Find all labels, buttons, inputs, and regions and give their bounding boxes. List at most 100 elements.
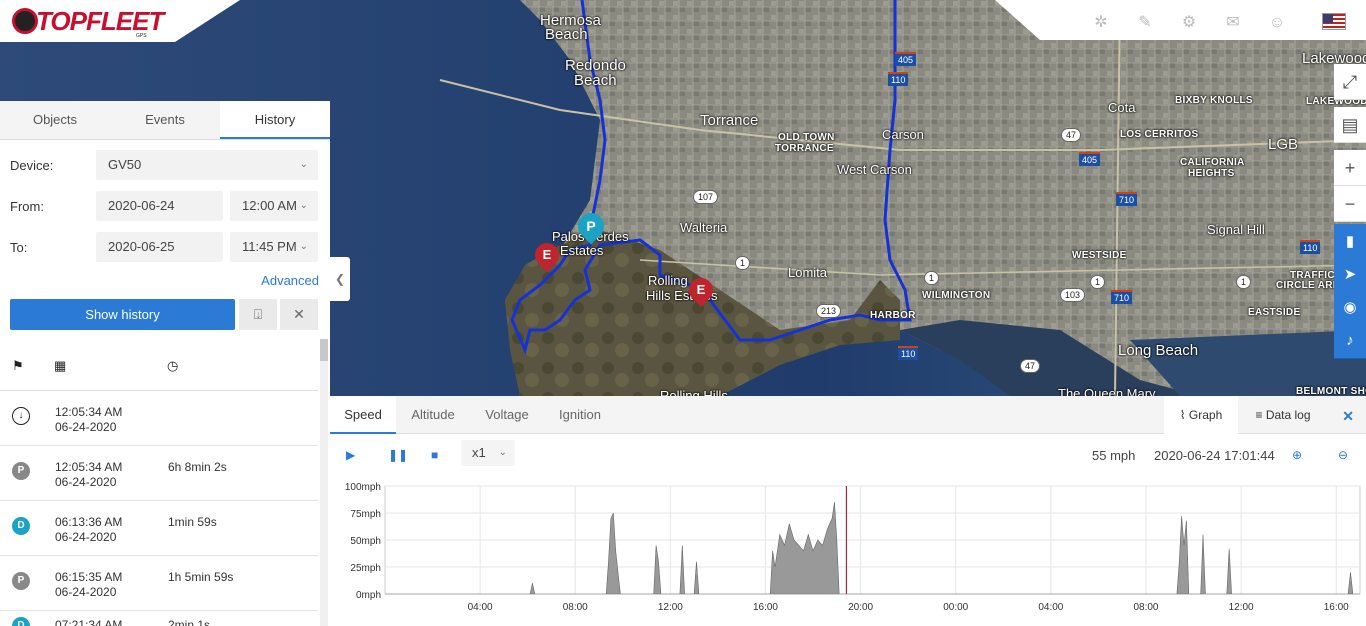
navigate-icon[interactable]: ➤	[1334, 257, 1366, 293]
to-date-field[interactable]: 2020-06-25	[96, 232, 223, 262]
y-axis-labels: 100mph 75mph 50mph 25mph 0mph	[345, 482, 381, 601]
tab-objects[interactable]: Objects	[32, 112, 78, 127]
app-header: TOPFLEET GPS ✲ ✎ ⚙ ✉ ☺	[0, 0, 1366, 42]
speed-area	[385, 502, 1360, 595]
chat-icon[interactable]: ✉	[1226, 14, 1240, 31]
map-label: WILMINGTON	[922, 290, 991, 301]
bell-icon[interactable]: ♪	[1334, 323, 1366, 359]
tab-history[interactable]: History	[220, 101, 330, 139]
us-flag-icon[interactable]	[1322, 13, 1346, 30]
stop-icon[interactable]: ■	[431, 448, 439, 462]
x-tick-label: 20:00	[848, 602, 873, 613]
parking-marker[interactable]: P	[572, 207, 610, 245]
row-duration: 6h 8min 2s	[168, 460, 227, 474]
advanced-link[interactable]: Advanced	[261, 273, 319, 288]
speed-chart[interactable]: 100mph 75mph 50mph 25mph 0mph 04:00 08:00 12:0…	[330, 476, 1366, 626]
user-icon[interactable]: ☺	[1268, 14, 1286, 31]
map-label: Lakewood	[1302, 50, 1366, 67]
chevron-down-icon: ⌄	[299, 200, 308, 211]
show-history-button[interactable]: Show history	[10, 299, 235, 330]
clear-icon[interactable]: ✕	[280, 299, 318, 330]
topbar-actions: ✲ ✎ ⚙ ✉ ☺	[996, 0, 1366, 44]
y-tick-label: 75mph	[350, 509, 381, 520]
map-label: HEIGHTS	[1188, 168, 1235, 179]
device-select[interactable]: GV50 ⌄	[96, 150, 318, 180]
fullscreen-icon[interactable]: ⤢	[1334, 64, 1366, 100]
history-row[interactable]: ↓ 12:05:34 AM 06-24-2020	[0, 391, 318, 446]
from-time-value: 12:00 AM	[242, 198, 297, 213]
zoom-in-graph-icon[interactable]: ⊕	[1292, 448, 1303, 462]
map-label: LOS CERRITOS	[1120, 129, 1199, 140]
layers-icon[interactable]: ▤	[1334, 107, 1366, 143]
y-tick-label: 25mph	[350, 563, 381, 574]
tab-altitude[interactable]: Altitude	[411, 407, 455, 422]
gear-icon[interactable]: ⚙	[1181, 14, 1197, 31]
history-row[interactable]: P 12:05:34 AM 06-24-2020 6h 8min 2s	[0, 446, 318, 501]
history-scrollbar[interactable]	[320, 339, 328, 626]
map-label: OLD TOWN	[778, 132, 835, 143]
logo[interactable]: TOPFLEET GPS	[0, 0, 230, 42]
play-icon[interactable]: ▶	[346, 448, 356, 462]
drive-icon: D	[12, 517, 30, 535]
header-shape	[0, 0, 1366, 42]
tab-ignition[interactable]: Ignition	[559, 407, 601, 422]
event-marker[interactable]: E	[684, 273, 718, 307]
route-shield: 213	[816, 304, 842, 318]
tab-events[interactable]: Events	[145, 112, 185, 127]
map-label: Lomita	[788, 265, 828, 280]
wrench-icon[interactable]: ✎	[1138, 14, 1152, 31]
calendar-icon: ▦	[54, 358, 67, 373]
chevron-down-icon: ⌄	[299, 159, 308, 170]
row-duration: 1min 59s	[168, 515, 217, 529]
interstate-shield: 110	[888, 72, 909, 86]
route-shield: 1	[1236, 275, 1252, 289]
tab-voltage[interactable]: Voltage	[485, 407, 529, 422]
map-label: Walteria	[680, 220, 728, 235]
to-time-select[interactable]: 11:45 PM ⌄	[230, 232, 318, 262]
compass-icon[interactable]: ◉	[1334, 290, 1366, 326]
history-row[interactable]: D 06:13:36 AM 06-24-2020 1min 59s	[0, 501, 318, 556]
collapse-panel-icon[interactable]: ❮	[330, 257, 350, 301]
data-log-button[interactable]: ≡ Data log	[1255, 408, 1311, 422]
zoom-out-icon[interactable]: −	[1334, 186, 1366, 222]
row-date: 06-24-2020	[55, 475, 117, 489]
map-label: Redondo	[565, 57, 626, 74]
map-label: Rolling Hills	[660, 388, 728, 396]
route-shield: 103	[1060, 288, 1086, 302]
panel-tabs: Objects Events History	[0, 101, 330, 140]
row-date: 06-24-2020	[55, 530, 117, 544]
map-label: BELMONT SHORE	[1296, 386, 1366, 396]
zoom-in-icon[interactable]: +	[1334, 150, 1366, 186]
map-label: EASTSIDE	[1248, 307, 1301, 318]
drive-icon: D	[12, 617, 30, 626]
pause-icon[interactable]: ❚❚	[388, 448, 409, 462]
history-row[interactable]: D 07:21:34 AM 2min 1s	[0, 611, 318, 626]
interstate-shield: 110	[898, 346, 919, 360]
zoom-out-graph-icon[interactable]: ⊖	[1338, 448, 1349, 462]
current-time: 2020-06-24 17:01:44	[1154, 448, 1275, 463]
map-label: HARBOR	[870, 310, 916, 321]
close-icon[interactable]: ✕	[1342, 408, 1354, 424]
interstate-shield: 110	[1300, 240, 1321, 254]
history-row[interactable]: P 06:15:35 AM 06-24-2020 1h 5min 59s	[0, 556, 318, 611]
map-label: Long Beach	[1118, 342, 1199, 359]
chevron-down-icon: ⌄	[299, 241, 308, 252]
from-date-field[interactable]: 2020-06-24	[96, 191, 223, 221]
graph-panel: Speed Altitude Voltage Ignition ⌇ Graph …	[330, 396, 1366, 626]
chevron-down-icon: ⌄	[498, 447, 507, 458]
graph-view-button[interactable]: ⌇ Graph	[1164, 396, 1238, 434]
device-icon[interactable]: ▮	[1334, 224, 1366, 260]
to-time-value: 11:45 PM	[242, 239, 297, 254]
event-marker[interactable]: E	[530, 238, 564, 272]
device-value: GV50	[108, 157, 142, 172]
scroll-thumb[interactable]	[320, 339, 328, 361]
tab-speed[interactable]: Speed	[330, 396, 396, 434]
interstate-shield: 405	[895, 52, 917, 66]
playback-speed-select[interactable]: x1 ⌄	[461, 440, 515, 466]
export-icon[interactable]: ⍗	[239, 299, 277, 330]
from-time-select[interactable]: 12:00 AM ⌄	[230, 191, 318, 221]
row-time: 07:21:34 AM	[55, 618, 123, 626]
y-tick-label: 50mph	[350, 536, 381, 547]
row-duration: 1h 5min 59s	[168, 570, 234, 584]
share-icon[interactable]: ✲	[1094, 14, 1108, 31]
